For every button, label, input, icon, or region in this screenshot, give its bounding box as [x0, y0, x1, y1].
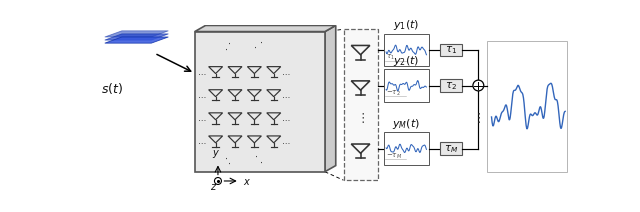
Bar [440, 142, 462, 155]
Bar [344, 29, 378, 180]
Text: $\cdots$: $\cdots$ [197, 137, 206, 146]
Text: $\cdot$: $\cdot$ [259, 37, 263, 47]
Text: $s(t)$: $s(t)$ [102, 81, 124, 96]
Text: $\cdot$: $\cdot$ [224, 153, 228, 163]
Text: $\tau_1$: $\tau_1$ [445, 45, 458, 56]
Text: $\cdot$: $\cdot$ [259, 157, 263, 167]
Polygon shape [105, 31, 168, 37]
Bar [384, 69, 429, 102]
Text: $\tau_1$: $\tau_1$ [386, 53, 395, 62]
Text: $y_1(t)$: $y_1(t)$ [393, 18, 419, 32]
Text: $\cdots$: $\cdots$ [197, 114, 206, 123]
Bar [384, 34, 429, 66]
Text: $\vdots$: $\vdots$ [472, 111, 481, 125]
Text: $y_M(t)$: $y_M(t)$ [392, 117, 420, 131]
Bar [195, 32, 325, 172]
Bar [440, 44, 462, 56]
Circle shape [473, 80, 484, 91]
Polygon shape [195, 25, 336, 32]
Text: $\cdot$: $\cdot$ [227, 38, 231, 48]
Polygon shape [105, 34, 168, 40]
Text: $z$: $z$ [210, 182, 217, 192]
Text: $\cdot$: $\cdot$ [224, 43, 228, 54]
Text: $-\tau_2$: $-\tau_2$ [386, 89, 401, 98]
Text: $y_2(t)$: $y_2(t)$ [393, 54, 419, 68]
Polygon shape [325, 25, 336, 172]
Text: $\cdots$: $\cdots$ [197, 68, 206, 77]
Text: $\cdot$: $\cdot$ [227, 158, 231, 168]
Text: $\cdot$: $\cdot$ [254, 151, 258, 161]
Text: $\cdots$: $\cdots$ [197, 91, 206, 100]
Text: $\vdots$: $\vdots$ [356, 111, 365, 125]
Text: $\cdots$: $\cdots$ [281, 91, 290, 100]
Text: $-\tau_M$: $-\tau_M$ [386, 152, 403, 161]
Text: $\cdots$: $\cdots$ [281, 137, 290, 146]
Text: $\cdots$: $\cdots$ [281, 68, 290, 77]
Bar [487, 41, 566, 172]
Text: $x$: $x$ [243, 177, 251, 187]
Bar [384, 132, 429, 165]
Text: $\tau_2$: $\tau_2$ [445, 80, 457, 92]
Text: $\cdots$: $\cdots$ [281, 114, 290, 123]
Text: $y$: $y$ [212, 148, 220, 160]
Polygon shape [105, 37, 168, 43]
Bar [440, 79, 462, 92]
Text: $\tau_M$: $\tau_M$ [444, 143, 458, 155]
Text: $\cdot$: $\cdot$ [253, 42, 257, 52]
